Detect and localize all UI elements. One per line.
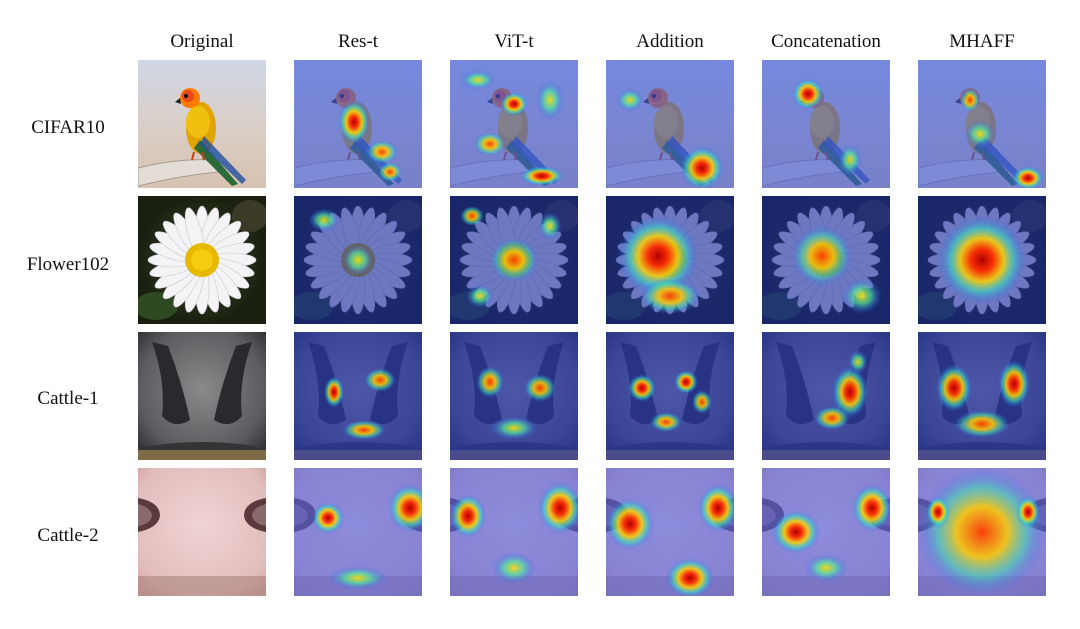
row-label-flower102: Flower102 (26, 254, 110, 275)
heatmap-flower102-vit-t (450, 196, 578, 324)
heatmap-flower102-res-t (294, 196, 422, 324)
heatmap-cattle-1-addition (606, 332, 734, 460)
heatmap-flower102-concatenation (762, 196, 890, 324)
image-cattle-2-original (138, 468, 266, 596)
heatmap-cattle-1-res-t (294, 332, 422, 460)
heatmap-cifar10-concatenation (762, 60, 890, 188)
column-header-mhaff: MHAFF (949, 31, 1015, 52)
heatmap-flower102-addition (606, 196, 734, 324)
heatmap-cifar10-mhaff (918, 60, 1046, 188)
heatmap-cifar10-vit-t (450, 60, 578, 188)
heatmap-cattle-2-addition (606, 468, 734, 596)
image-cattle-1-original (138, 332, 266, 460)
heatmap-cattle-1-vit-t (450, 332, 578, 460)
heatmap-cattle-2-concatenation (762, 468, 890, 596)
column-header-original: Original (170, 31, 234, 52)
heatmap-cifar10-addition (606, 60, 734, 188)
column-header-concatenation: Concatenation (771, 31, 881, 52)
heatmap-cattle-1-mhaff (918, 332, 1046, 460)
column-header-res-t: Res-t (337, 31, 379, 52)
heatmap-cifar10-res-t (294, 60, 422, 188)
row-label-cattle-1: Cattle-1 (37, 388, 99, 409)
heatmap-cattle-2-res-t (294, 468, 422, 596)
heatmap-cattle-2-vit-t (450, 468, 578, 596)
heatmap-cattle-2-mhaff (918, 468, 1046, 596)
column-header-addition: Addition (636, 31, 704, 52)
row-label-cifar10: CIFAR10 (31, 117, 105, 138)
image-cifar10-original (138, 60, 266, 188)
heatmap-flower102-mhaff (918, 196, 1046, 324)
row-label-cattle-2: Cattle-2 (37, 525, 99, 546)
heatmap-cattle-1-concatenation (762, 332, 890, 460)
column-header-vit-t: ViT-t (494, 31, 534, 52)
image-flower102-original (138, 196, 266, 324)
